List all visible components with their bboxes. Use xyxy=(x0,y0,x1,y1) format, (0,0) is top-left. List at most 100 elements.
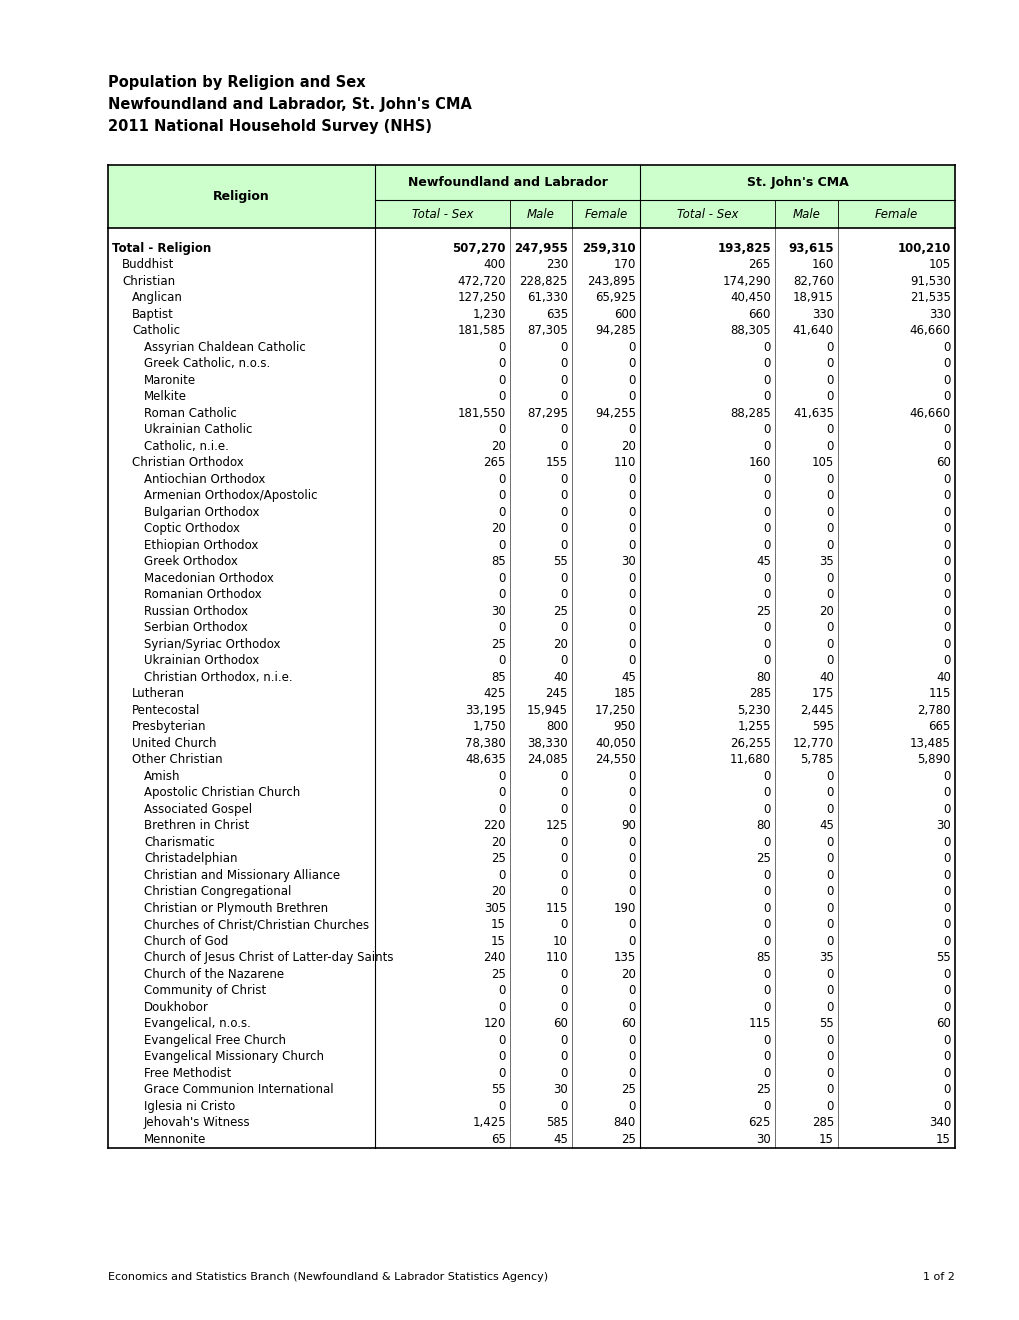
Text: 0: 0 xyxy=(943,556,950,568)
Text: 0: 0 xyxy=(825,391,834,403)
Text: Charismatic: Charismatic xyxy=(144,836,215,849)
Text: 85: 85 xyxy=(755,952,770,964)
Text: 0: 0 xyxy=(560,770,568,783)
Text: 0: 0 xyxy=(825,919,834,931)
Text: Anglican: Anglican xyxy=(131,292,182,304)
Text: 0: 0 xyxy=(498,490,505,502)
Text: 135: 135 xyxy=(613,952,636,964)
Text: 0: 0 xyxy=(560,985,568,997)
Text: 181,585: 181,585 xyxy=(458,325,505,337)
Text: 625: 625 xyxy=(748,1117,770,1129)
Text: 170: 170 xyxy=(613,259,636,271)
Text: 110: 110 xyxy=(613,457,636,469)
Text: 20: 20 xyxy=(490,836,505,849)
Text: 0: 0 xyxy=(943,836,950,849)
Text: 40,450: 40,450 xyxy=(730,292,770,304)
Text: 0: 0 xyxy=(498,1067,505,1080)
Text: 0: 0 xyxy=(943,1051,950,1063)
Text: 174,290: 174,290 xyxy=(721,275,770,288)
Text: 0: 0 xyxy=(498,539,505,552)
Text: 950: 950 xyxy=(613,721,636,733)
Text: 55: 55 xyxy=(818,1018,834,1030)
Text: 55: 55 xyxy=(552,556,568,568)
Text: 20: 20 xyxy=(621,968,636,981)
Text: 15: 15 xyxy=(818,1133,834,1146)
Text: 0: 0 xyxy=(825,1100,834,1113)
Text: 0: 0 xyxy=(498,1001,505,1014)
Text: 20: 20 xyxy=(490,523,505,535)
Text: 0: 0 xyxy=(560,523,568,535)
Text: 33,195: 33,195 xyxy=(465,704,505,717)
Text: 507,270: 507,270 xyxy=(452,242,505,255)
Text: 91,530: 91,530 xyxy=(909,275,950,288)
Text: Baptist: Baptist xyxy=(131,308,173,321)
Text: 12,770: 12,770 xyxy=(792,737,834,750)
Text: 0: 0 xyxy=(560,886,568,898)
Text: 21,535: 21,535 xyxy=(909,292,950,304)
Text: Mennonite: Mennonite xyxy=(144,1133,206,1146)
Text: 55: 55 xyxy=(935,952,950,964)
Text: 46,660: 46,660 xyxy=(909,325,950,337)
Text: 0: 0 xyxy=(825,803,834,816)
Text: Female: Female xyxy=(874,207,917,220)
Text: Church of the Nazarene: Church of the Nazarene xyxy=(144,968,284,981)
Text: 193,825: 193,825 xyxy=(716,242,770,255)
Text: 0: 0 xyxy=(628,374,636,387)
Text: 0: 0 xyxy=(763,869,770,882)
Text: Serbian Orthodox: Serbian Orthodox xyxy=(144,622,248,634)
Text: Ethiopian Orthodox: Ethiopian Orthodox xyxy=(144,539,258,552)
Text: 25: 25 xyxy=(755,853,770,865)
Text: 115: 115 xyxy=(748,1018,770,1030)
Text: 0: 0 xyxy=(560,473,568,486)
Text: 15: 15 xyxy=(490,935,505,948)
Text: 46,660: 46,660 xyxy=(909,407,950,420)
Text: 45: 45 xyxy=(755,556,770,568)
Text: 0: 0 xyxy=(763,1067,770,1080)
Text: 115: 115 xyxy=(545,902,568,915)
Text: 25: 25 xyxy=(621,1084,636,1096)
Text: Christadelphian: Christadelphian xyxy=(144,853,237,865)
Text: 305: 305 xyxy=(483,902,505,915)
Text: 0: 0 xyxy=(825,490,834,502)
Text: 0: 0 xyxy=(498,1051,505,1063)
Text: 127,250: 127,250 xyxy=(458,292,505,304)
Text: 600: 600 xyxy=(613,308,636,321)
Text: 0: 0 xyxy=(498,506,505,519)
Text: 185: 185 xyxy=(613,688,636,700)
Text: 0: 0 xyxy=(628,490,636,502)
Text: 0: 0 xyxy=(763,1001,770,1014)
Text: 0: 0 xyxy=(560,589,568,601)
Text: 0: 0 xyxy=(763,902,770,915)
Text: 0: 0 xyxy=(498,424,505,436)
Text: 45: 45 xyxy=(552,1133,568,1146)
Text: 0: 0 xyxy=(943,391,950,403)
Text: Antiochian Orthodox: Antiochian Orthodox xyxy=(144,473,265,486)
Text: 265: 265 xyxy=(748,259,770,271)
Text: Male: Male xyxy=(527,207,554,220)
Text: 0: 0 xyxy=(943,1100,950,1113)
Text: 2,780: 2,780 xyxy=(917,704,950,717)
Text: 0: 0 xyxy=(628,523,636,535)
Text: 20: 20 xyxy=(490,440,505,453)
Text: 41,640: 41,640 xyxy=(792,325,834,337)
Text: 0: 0 xyxy=(763,1034,770,1047)
Text: 45: 45 xyxy=(818,820,834,832)
Text: Christian Orthodox: Christian Orthodox xyxy=(131,457,244,469)
Text: 0: 0 xyxy=(825,1051,834,1063)
Text: 0: 0 xyxy=(943,424,950,436)
Text: 30: 30 xyxy=(491,605,505,618)
Text: 87,295: 87,295 xyxy=(527,407,568,420)
Text: Newfoundland and Labrador: Newfoundland and Labrador xyxy=(408,176,607,189)
Text: Pentecostal: Pentecostal xyxy=(131,704,200,717)
Text: 0: 0 xyxy=(825,523,834,535)
Text: Grace Communion International: Grace Communion International xyxy=(144,1084,333,1096)
Text: 60: 60 xyxy=(935,457,950,469)
Text: United Church: United Church xyxy=(131,737,216,750)
Text: 0: 0 xyxy=(763,424,770,436)
Text: 0: 0 xyxy=(628,622,636,634)
Text: Russian Orthodox: Russian Orthodox xyxy=(144,605,248,618)
Text: 78,380: 78,380 xyxy=(465,737,505,750)
Text: 0: 0 xyxy=(825,589,834,601)
Text: Economics and Statistics Branch (Newfoundland & Labrador Statistics Agency): Economics and Statistics Branch (Newfoun… xyxy=(108,1272,547,1282)
Text: 0: 0 xyxy=(560,919,568,931)
